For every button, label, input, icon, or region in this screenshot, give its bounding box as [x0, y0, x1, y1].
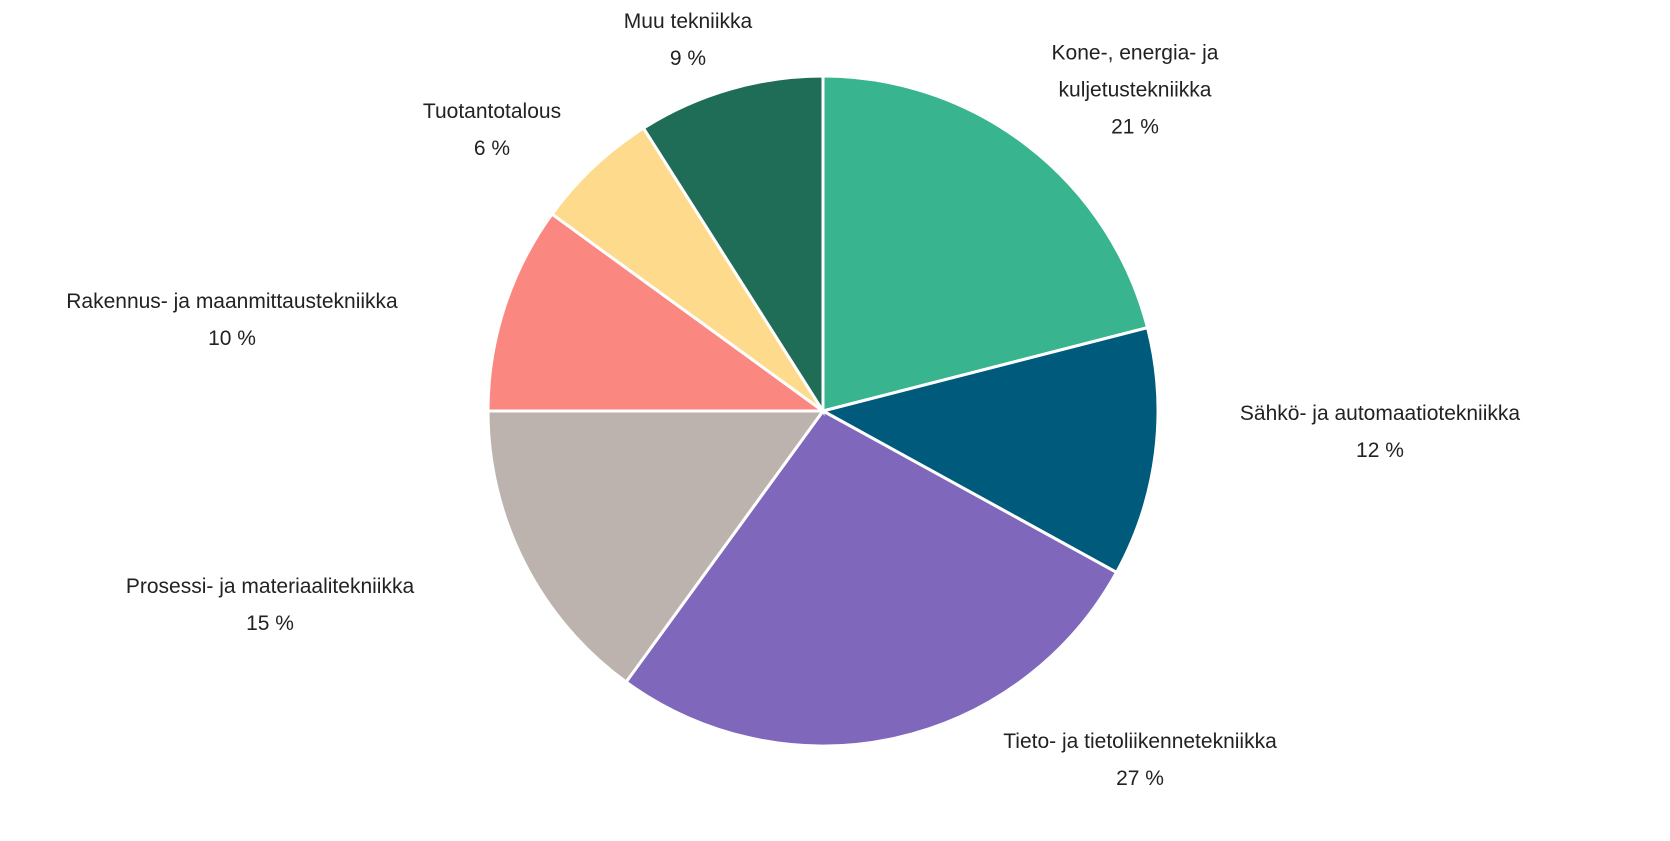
value-label: 12 %	[1356, 439, 1404, 462]
pie-slice	[641, 74, 825, 417]
slice-label: Rakennus- ja maanmittaustekniikka 10 %	[66, 283, 398, 357]
category-label: Tieto- ja tietoliikennetekniikka	[1003, 730, 1277, 753]
pie-slice	[486, 211, 828, 413]
slice-label: Prosessi- ja materiaalitekniikka 15 %	[126, 568, 414, 642]
pie-slice	[486, 409, 826, 685]
slice-label: Tieto- ja tietoliikennetekniikka 27 %	[1003, 723, 1277, 797]
pie-slice	[623, 409, 1119, 748]
slice-label: Sähkö- ja automaatiotekniikka 12 %	[1240, 395, 1520, 469]
pie-slice	[818, 325, 1160, 575]
value-label: 15 %	[246, 612, 294, 635]
category-label: Rakennus- ja maanmittaustekniikka	[66, 290, 398, 313]
value-label: 10 %	[208, 327, 256, 350]
category-label: Tuotantotalous	[422, 100, 562, 123]
category-label: Kone-, energia- ja kuljetustekniikka	[1051, 41, 1219, 102]
pie-slice	[549, 126, 825, 413]
pie-slice	[821, 74, 1150, 413]
slice-label: Tuotantotalous 6 %	[423, 93, 561, 167]
category-label: Prosessi- ja materiaalitekniikka	[125, 575, 415, 598]
value-label: 21 %	[1111, 115, 1159, 139]
slice-label: Kone-, energia- ja kuljetustekniikka 21 %	[1015, 35, 1255, 146]
slice-label: Muu tekniikka 9 %	[624, 3, 752, 77]
category-label: Muu tekniikka	[623, 10, 753, 33]
category-label: Sähkö- ja automaatiotekniikka	[1239, 402, 1521, 425]
value-label: 9 %	[669, 47, 707, 70]
value-label: 6 %	[473, 137, 511, 160]
value-label: 27 %	[1116, 767, 1164, 790]
